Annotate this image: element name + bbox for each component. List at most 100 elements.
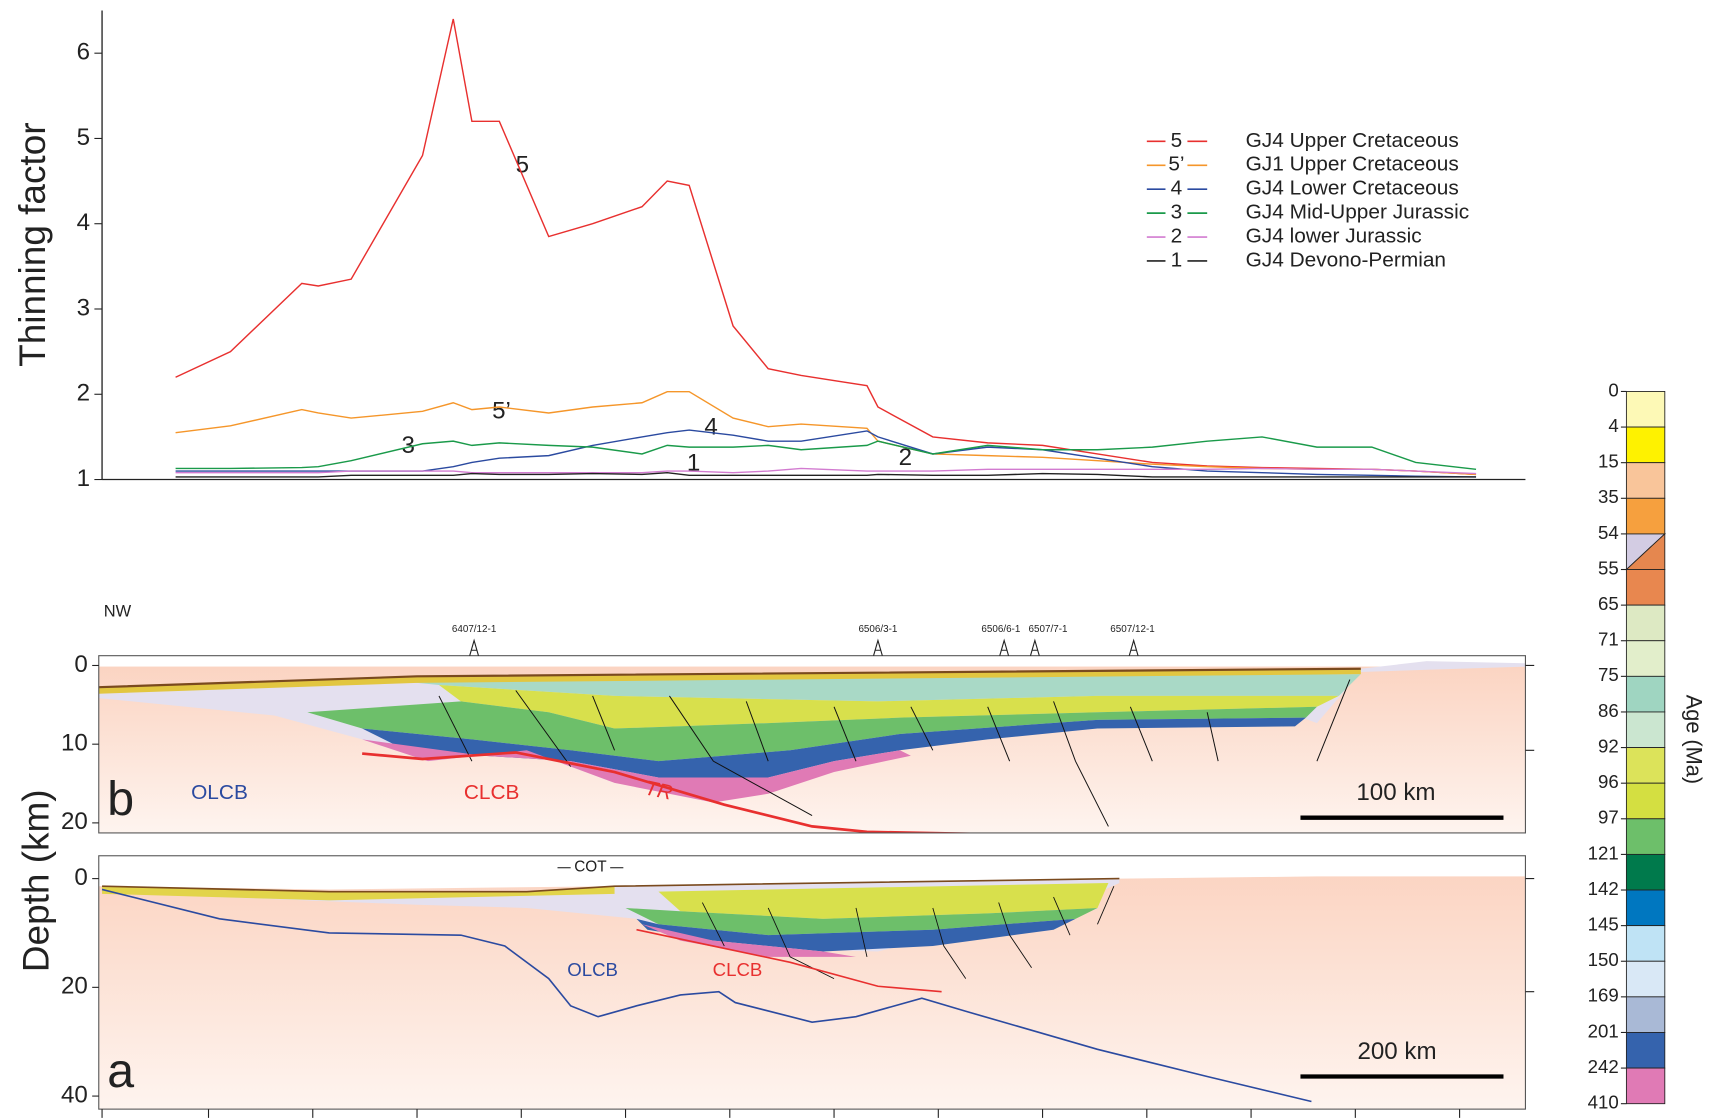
curve-label: 5’ bbox=[492, 398, 511, 425]
y-tick-label: 4 bbox=[77, 209, 90, 236]
series-line bbox=[175, 436, 1477, 471]
color-segment bbox=[1625, 818, 1666, 855]
colorbar-title: Age (Ma) bbox=[1681, 695, 1706, 784]
well-label: 6507/12-1 bbox=[1110, 624, 1154, 635]
colorbar-tick-label: 242 bbox=[1588, 1056, 1619, 1077]
legend-number: 4 bbox=[1171, 177, 1183, 200]
legend-number: 3 bbox=[1171, 201, 1183, 224]
legend-label-bg bbox=[1165, 154, 1188, 177]
y-tick-label: 3 bbox=[77, 294, 90, 321]
y-tick-label: 40 bbox=[61, 1081, 88, 1108]
curve-label: 1 bbox=[687, 450, 700, 477]
colorbar-tick-label: 97 bbox=[1598, 807, 1619, 828]
y-tick-label: 20 bbox=[61, 973, 88, 1000]
color-segment bbox=[1625, 782, 1666, 820]
colorbar-tick-label: 121 bbox=[1588, 842, 1619, 863]
curve-label: 5 bbox=[516, 152, 529, 179]
cot-label: COT bbox=[574, 859, 606, 876]
colorbar-tick-label: 150 bbox=[1588, 949, 1619, 970]
well-label: 6506/3-1 bbox=[858, 624, 897, 635]
colorbar-tick-label: 145 bbox=[1588, 914, 1619, 935]
color-segment bbox=[1625, 925, 1666, 962]
y-tick-label: 2 bbox=[77, 380, 90, 407]
well-label: 6506/6-1 bbox=[981, 624, 1020, 635]
color-segment bbox=[1625, 391, 1666, 428]
color-segment bbox=[1625, 675, 1666, 713]
legend-label-bg bbox=[1165, 226, 1188, 248]
colorbar-tick-label: 96 bbox=[1598, 771, 1619, 792]
y-axis-title: Depth (km) bbox=[14, 789, 56, 972]
region-label: OLCB bbox=[567, 959, 618, 980]
y-tick-label: 20 bbox=[61, 808, 88, 835]
color-segment bbox=[1625, 497, 1666, 535]
panel-letter: a bbox=[107, 1044, 134, 1098]
curve-label: 4 bbox=[704, 414, 717, 441]
section-b bbox=[98, 655, 1526, 833]
scale-label: 100 km bbox=[1356, 779, 1435, 806]
color-segment bbox=[1625, 889, 1666, 927]
colorbar-tick-label: 75 bbox=[1598, 664, 1619, 685]
legend-label: GJ4 Lower Cretaceous bbox=[1246, 177, 1459, 200]
colorbar-tick-label: 54 bbox=[1598, 522, 1619, 543]
colorbar-tick-label: 15 bbox=[1598, 451, 1619, 472]
color-segment bbox=[1625, 853, 1666, 891]
colorbar-tick-label: 142 bbox=[1588, 878, 1619, 899]
colorbar-tick-label: 201 bbox=[1588, 1020, 1619, 1041]
colorbar-tick-label: 65 bbox=[1598, 593, 1619, 614]
colorbar-tick-label: 169 bbox=[1588, 985, 1619, 1006]
color-segment bbox=[1625, 711, 1666, 749]
y-tick-label: 0 bbox=[74, 864, 87, 891]
legend-number: 2 bbox=[1171, 225, 1183, 248]
well-label: 6507/7-1 bbox=[1029, 624, 1068, 635]
y-tick-label: 1 bbox=[77, 465, 90, 492]
series-line bbox=[175, 390, 1477, 476]
legend-label: GJ4 Upper Cretaceous bbox=[1246, 129, 1459, 152]
series-line bbox=[175, 471, 1477, 478]
series-line bbox=[175, 18, 1477, 476]
region-label: CLCB bbox=[713, 959, 763, 980]
scale-label: 200 km bbox=[1357, 1038, 1436, 1065]
curve-label: 3 bbox=[402, 432, 415, 459]
legend-number: 1 bbox=[1171, 249, 1183, 272]
color-segment bbox=[1625, 1067, 1666, 1105]
y-tick-label: 6 bbox=[77, 39, 90, 66]
legend-label-bg bbox=[1165, 250, 1188, 272]
y-axis-title: Thinning factor bbox=[11, 122, 53, 366]
region-label: OLCB bbox=[191, 781, 248, 804]
color-segment bbox=[1625, 640, 1666, 677]
color-segment bbox=[1625, 462, 1666, 499]
colorbar-tick-label: 86 bbox=[1598, 700, 1619, 721]
section-frame bbox=[98, 855, 1526, 1110]
section-a bbox=[98, 855, 1526, 1110]
legend-label: GJ1 Upper Cretaceous bbox=[1246, 153, 1459, 176]
panel-letter: b bbox=[107, 772, 134, 826]
colorbar-tick-label: 92 bbox=[1598, 736, 1619, 757]
legend-label-bg bbox=[1165, 178, 1188, 201]
colorbar-tick-label: 4 bbox=[1608, 415, 1618, 436]
color-segment bbox=[1625, 960, 1666, 998]
y-tick-label: 0 bbox=[74, 651, 87, 678]
color-segment bbox=[1625, 1032, 1666, 1069]
region-label: TR bbox=[643, 777, 675, 805]
color-segment bbox=[1625, 604, 1666, 642]
curve-label: 2 bbox=[899, 444, 912, 471]
legend-label-bg bbox=[1165, 130, 1188, 153]
legend-number: 5 bbox=[1171, 129, 1183, 152]
y-tick-label: 5 bbox=[77, 124, 90, 151]
direction-label: NW bbox=[104, 603, 132, 621]
legend-label: GJ4 Devono-Permian bbox=[1246, 249, 1446, 272]
legend-label: GJ4 Mid-Upper Jurassic bbox=[1246, 201, 1470, 224]
color-segment bbox=[1625, 426, 1666, 464]
color-segment bbox=[1625, 996, 1666, 1033]
profile-ticks bbox=[101, 664, 1535, 1118]
colorbar-tick-label: 55 bbox=[1598, 557, 1619, 578]
series-line bbox=[175, 467, 1477, 475]
color-segment bbox=[1625, 569, 1666, 606]
well-label: 6407/12-1 bbox=[452, 624, 496, 635]
colorbar-tick-label: 410 bbox=[1588, 1092, 1619, 1113]
y-tick-label: 10 bbox=[61, 730, 88, 757]
colorbar-tick-label: 71 bbox=[1598, 629, 1619, 650]
legend-label-bg bbox=[1165, 202, 1188, 224]
well-icons bbox=[469, 638, 1139, 656]
